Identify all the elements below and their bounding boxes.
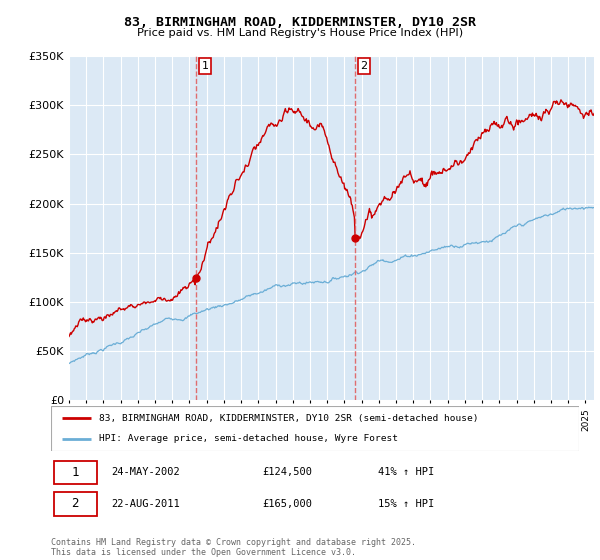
Text: 1: 1 [71, 466, 79, 479]
FancyBboxPatch shape [51, 406, 579, 451]
FancyBboxPatch shape [53, 492, 97, 516]
FancyBboxPatch shape [53, 461, 97, 484]
Text: Price paid vs. HM Land Registry's House Price Index (HPI): Price paid vs. HM Land Registry's House … [137, 28, 463, 38]
Text: 2: 2 [71, 497, 79, 510]
Text: 2: 2 [361, 61, 368, 71]
Text: 24-MAY-2002: 24-MAY-2002 [112, 468, 181, 478]
Text: 22-AUG-2011: 22-AUG-2011 [112, 499, 181, 509]
Text: HPI: Average price, semi-detached house, Wyre Forest: HPI: Average price, semi-detached house,… [98, 434, 398, 443]
Text: 83, BIRMINGHAM ROAD, KIDDERMINSTER, DY10 2SR (semi-detached house): 83, BIRMINGHAM ROAD, KIDDERMINSTER, DY10… [98, 414, 478, 423]
Text: £124,500: £124,500 [262, 468, 312, 478]
Text: 1: 1 [202, 61, 208, 71]
Text: 15% ↑ HPI: 15% ↑ HPI [379, 499, 434, 509]
Text: £165,000: £165,000 [262, 499, 312, 509]
Text: 83, BIRMINGHAM ROAD, KIDDERMINSTER, DY10 2SR: 83, BIRMINGHAM ROAD, KIDDERMINSTER, DY10… [124, 16, 476, 29]
Text: Contains HM Land Registry data © Crown copyright and database right 2025.
This d: Contains HM Land Registry data © Crown c… [51, 538, 416, 557]
Bar [196, 56, 355, 400]
Text: 41% ↑ HPI: 41% ↑ HPI [379, 468, 434, 478]
